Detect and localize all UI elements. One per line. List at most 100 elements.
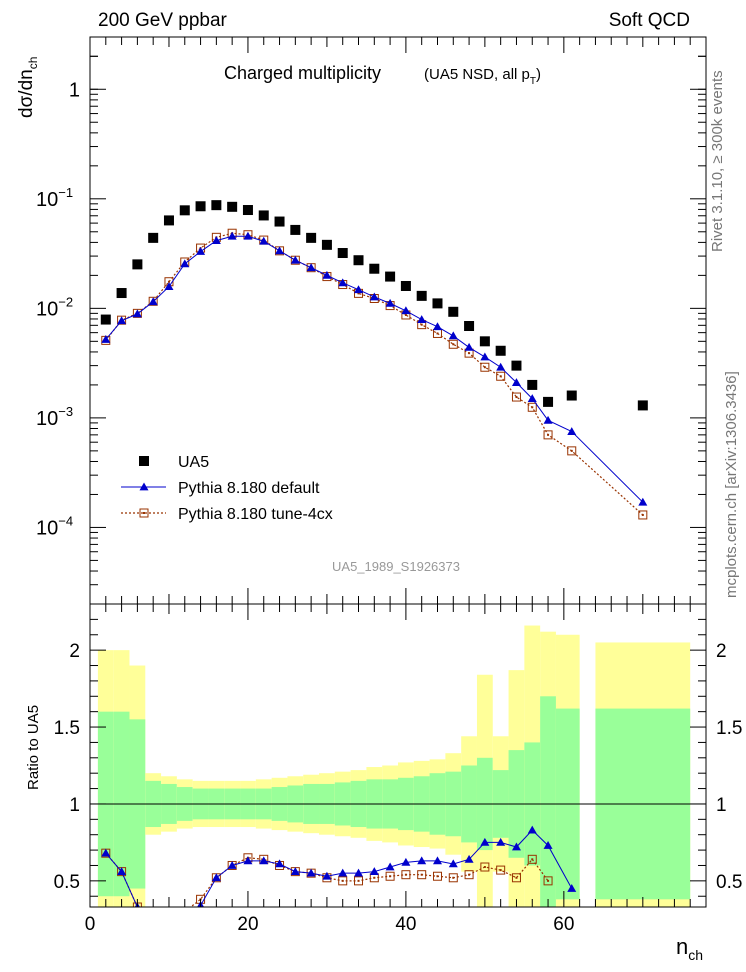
marker-center-dot xyxy=(168,934,170,936)
marker-center-dot xyxy=(436,332,439,335)
default-main-marker xyxy=(180,259,190,268)
ua5-data-point xyxy=(195,201,206,212)
marker-center-dot xyxy=(452,876,455,879)
ua5-data-point xyxy=(132,259,143,270)
marker-center-dot xyxy=(184,911,186,913)
default-ratio-marker xyxy=(448,859,458,868)
ratio-tick-label-left: 2 xyxy=(69,641,80,662)
default-ratio-marker xyxy=(101,848,111,857)
tune-ratio-marker xyxy=(165,931,173,939)
tune-main-marker xyxy=(117,315,127,325)
ua5-data-point xyxy=(179,205,190,216)
default-main-marker xyxy=(369,292,379,301)
marker-center-dot xyxy=(143,512,145,514)
default-main-marker xyxy=(480,352,490,361)
default-ratio-marker xyxy=(338,868,348,877)
default-main-marker xyxy=(401,306,411,315)
x-tick-label: 60 xyxy=(553,914,574,935)
ua5-data-point xyxy=(448,306,459,317)
legend-default-marker xyxy=(139,482,149,491)
default-ratio-marker xyxy=(306,868,316,877)
tune-ratio-marker xyxy=(338,876,348,886)
chart-title: Charged multiplicity xyxy=(224,63,381,83)
marker-center-dot xyxy=(436,875,439,878)
marker-center-dot xyxy=(452,343,455,346)
default-ratio-marker xyxy=(180,922,189,930)
x-tick-label: 40 xyxy=(395,914,416,935)
ua5-data-point xyxy=(306,232,317,243)
y-tick-label-exponent: −3 xyxy=(58,404,73,419)
ua5-data-point xyxy=(227,201,238,212)
marker-center-dot xyxy=(152,934,154,936)
y-tick-label-base: 10 xyxy=(36,298,58,320)
default-ratio-line xyxy=(105,829,573,907)
tune-ratio-marker xyxy=(401,870,411,880)
rivet-version-label: Rivet 3.1.10, ≥ 300k events xyxy=(709,70,726,252)
tune-ratio-marker xyxy=(543,876,553,886)
tune-ratio-marker xyxy=(354,876,364,886)
ratio-plot-frame xyxy=(89,603,707,908)
marker-center-dot xyxy=(483,366,486,369)
tune-main-marker xyxy=(543,430,553,440)
marker-center-dot xyxy=(420,323,423,326)
default-main-marker xyxy=(306,263,316,272)
ua5-data-point xyxy=(353,255,364,266)
marker-center-dot xyxy=(515,396,518,399)
marker-center-dot xyxy=(531,858,534,861)
marker-center-dot xyxy=(531,406,534,409)
marker-center-dot xyxy=(167,280,170,283)
ua5-data-point xyxy=(148,232,159,243)
default-main-marker xyxy=(338,278,348,287)
default-main-marker xyxy=(101,334,111,343)
y-tick-label: 10−3 xyxy=(36,404,73,430)
legend-label: Pythia 8.180 default xyxy=(178,480,320,497)
default-main-marker xyxy=(354,285,364,294)
ratio-tick-label-right: 0.5 xyxy=(716,872,742,893)
default-main-marker xyxy=(275,246,285,255)
y-tick-label: 1 xyxy=(69,79,80,101)
marker-center-dot xyxy=(404,313,407,316)
ua5-data-point xyxy=(274,216,285,227)
default-ratio-marker xyxy=(511,842,521,851)
ratio-tick-label-left: 1.5 xyxy=(54,718,80,739)
default-main-marker xyxy=(567,427,577,435)
default-main-marker xyxy=(227,231,237,240)
header-right: Soft QCD xyxy=(609,10,690,31)
tune-main-marker xyxy=(132,308,142,318)
ratio-tick-label-right: 1 xyxy=(716,795,727,816)
chart-subtitle: (UA5 NSD, all pT) xyxy=(424,66,541,87)
legend-tune-marker xyxy=(139,508,149,518)
default-main-marker xyxy=(496,362,506,371)
ua5-data-point xyxy=(511,360,522,371)
ua5-data-point xyxy=(290,224,301,235)
stat-uncertainty-band xyxy=(540,696,556,907)
default-ratio-marker xyxy=(464,854,474,863)
tune-ratio-marker xyxy=(448,873,458,883)
ua5-data-point xyxy=(416,290,427,301)
tune-main-marker xyxy=(496,371,506,381)
tune-main-line xyxy=(105,232,644,516)
default-main-marker xyxy=(164,282,174,290)
tune-main-marker xyxy=(448,339,458,349)
marker-center-dot xyxy=(483,866,486,869)
default-main-marker xyxy=(290,255,300,264)
marker-center-dot xyxy=(341,879,344,882)
marker-center-dot xyxy=(499,869,502,872)
header-left: 200 GeV ppbar xyxy=(98,10,228,31)
marker-center-dot xyxy=(547,879,550,882)
default-main-marker xyxy=(148,297,158,306)
y-tick-label: 10−1 xyxy=(36,185,73,211)
tune-ratio-marker xyxy=(464,870,474,880)
marker-center-dot xyxy=(357,292,360,295)
y-tick-label-exponent: −1 xyxy=(58,185,73,200)
default-ratio-marker xyxy=(259,856,269,865)
marker-center-dot xyxy=(468,873,471,876)
x-axis-label: nch xyxy=(676,934,703,963)
default-ratio-marker xyxy=(385,862,395,871)
ratio-series xyxy=(101,825,577,939)
ua5-data-point xyxy=(385,271,396,282)
y-tick-label-base: 10 xyxy=(36,408,58,430)
tune-ratio-marker xyxy=(496,865,506,875)
